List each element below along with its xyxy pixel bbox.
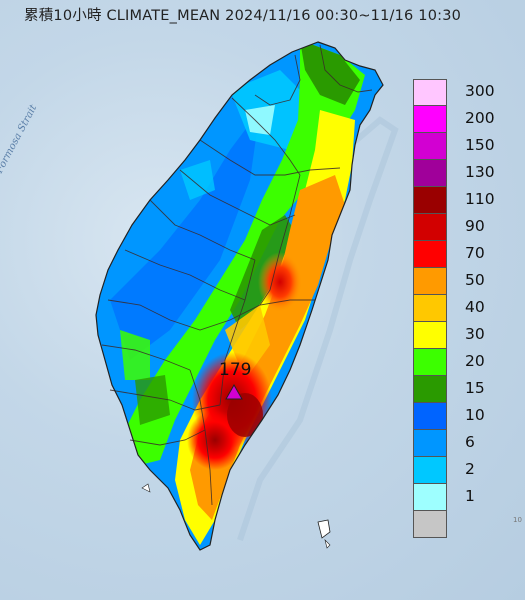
map-title: 累積10小時 CLIMATE_MEAN 2024/11/16 00:30~11/… (24, 8, 462, 24)
legend-label: 6 (465, 433, 475, 451)
legend-label: 90 (465, 217, 485, 235)
legend-label: 130 (465, 163, 495, 181)
legend-swatch (413, 214, 447, 241)
legend-swatch (413, 79, 447, 106)
max-rainfall-value: 179 (219, 360, 252, 380)
liuqiu-islet (141, 483, 151, 493)
legend-label: 70 (465, 244, 485, 262)
legend-label: 2 (465, 460, 475, 478)
green-island (317, 519, 331, 539)
legend-label: 15 (465, 379, 485, 397)
legend-swatch (413, 241, 447, 268)
rainfall-legend (413, 79, 447, 538)
legend-swatch (413, 511, 447, 538)
legend-swatch (413, 430, 447, 457)
legend-swatch (413, 106, 447, 133)
legend-swatch (413, 295, 447, 322)
legend-swatch (413, 484, 447, 511)
legend-label: 200 (465, 109, 495, 127)
county-boundaries (101, 44, 373, 506)
legend-swatch (413, 376, 447, 403)
legend-label: 150 (465, 136, 495, 154)
legend-swatch (413, 403, 447, 430)
legend-label: 20 (465, 352, 485, 370)
islet (324, 539, 331, 549)
corner-text: 10 (513, 516, 522, 524)
legend-label: 110 (465, 190, 495, 208)
legend-swatch (413, 457, 447, 484)
rainfall-field (96, 42, 383, 550)
legend-swatch (413, 349, 447, 376)
legend-swatch (413, 322, 447, 349)
legend-swatch (413, 133, 447, 160)
legend-label: 40 (465, 298, 485, 316)
legend-label: 1 (465, 487, 475, 505)
triangle-marker[interactable] (225, 383, 243, 400)
legend-label: 50 (465, 271, 485, 289)
legend-label: 10 (465, 406, 485, 424)
legend-label: 30 (465, 325, 485, 343)
east-coast-haze (237, 116, 399, 541)
legend-swatch (413, 187, 447, 214)
island-outline (95, 41, 384, 551)
legend-label: 300 (465, 82, 495, 100)
legend-swatch (413, 268, 447, 295)
legend-swatch (413, 160, 447, 187)
